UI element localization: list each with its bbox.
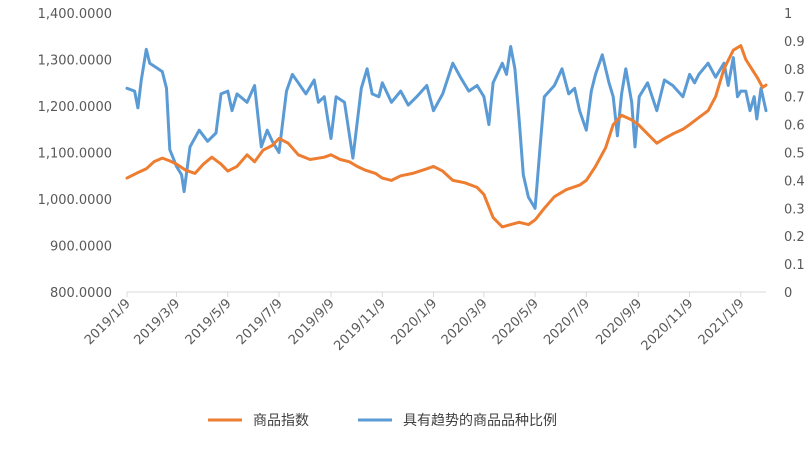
- x-axis-tick-label: 2019/3/9: [131, 296, 183, 348]
- right-axis-tick-label: 0.6: [784, 119, 805, 134]
- series-line-trend-ratio: [125, 45, 768, 210]
- x-axis-tick-label: 2020/9/9: [593, 296, 645, 348]
- right-axis-tick-label: 0.8: [784, 63, 805, 78]
- right-axis-tick-label: 0.2: [784, 230, 805, 245]
- x-axis-tick-label: 2019/9/9: [286, 296, 338, 348]
- x-axis-tick-label: 2019/1/9: [82, 296, 134, 348]
- right-axis-tick-label: 1: [784, 7, 792, 22]
- left-axis-tick-label: 1,400.0000: [38, 7, 112, 22]
- x-axis-tick-label: 2020/7/9: [541, 296, 593, 348]
- left-axis-tick-label: 900.0000: [50, 240, 112, 255]
- left-axis-tick-label: 1,000.0000: [38, 193, 112, 208]
- left-axis-tick-labels: 800.0000 900.0000 1,000.0000 1,100.0000 1,20…: [38, 7, 112, 301]
- x-axis-tick-label: 2020/3/9: [439, 296, 491, 348]
- series-lines: [125, 44, 768, 229]
- legend-label-commodity-index: 商品指数: [253, 413, 309, 429]
- x-axis-tick-label: 2020/1/9: [388, 296, 440, 348]
- left-axis-tick-label: 1,100.0000: [38, 147, 112, 162]
- right-axis-tick-label: 0.7: [784, 91, 805, 106]
- x-axis-tick-label: 2019/5/9: [183, 296, 235, 348]
- left-axis-tick-label: 1,300.0000: [38, 54, 112, 69]
- legend-label-trend-ratio: 具有趋势的商品品种比例: [403, 413, 557, 429]
- legend: 商品指数 具有趋势的商品品种比例: [208, 413, 557, 429]
- right-axis-tick-label: 0.1: [784, 258, 805, 273]
- series-line-commodity-index: [125, 44, 768, 229]
- x-axis-tick-label: 2019/7/9: [234, 296, 286, 348]
- right-axis-tick-labels: 0 0.1 0.2 0.3 0.4 0.5 0.6 0.7 0.8 0.9 1: [784, 7, 805, 301]
- left-axis-tick-label: 1,200.0000: [38, 100, 112, 115]
- x-axis-tick-label: 2020/5/9: [490, 296, 542, 348]
- right-axis-tick-label: 0.5: [784, 147, 805, 162]
- x-axis-tick-label: 2021/1/9: [696, 296, 748, 348]
- right-axis-tick-label: 0.9: [784, 35, 805, 50]
- left-axis-tick-label: 800.0000: [50, 286, 112, 301]
- x-axis-ticks: [126, 292, 742, 297]
- right-axis-tick-label: 0.3: [784, 202, 805, 217]
- x-axis-tick-label: 2020/11/9: [639, 296, 697, 354]
- right-axis-tick-label: 0.4: [784, 174, 805, 189]
- x-axis-tick-label: 2019/11/9: [331, 296, 389, 354]
- right-axis-tick-label: 0: [784, 286, 792, 301]
